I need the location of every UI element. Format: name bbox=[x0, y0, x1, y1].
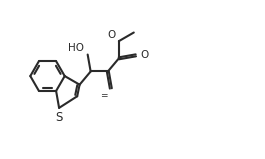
Text: =: = bbox=[100, 91, 108, 100]
Text: S: S bbox=[55, 111, 63, 124]
Text: O: O bbox=[108, 30, 116, 40]
Text: HO: HO bbox=[68, 43, 84, 53]
Text: O: O bbox=[141, 50, 149, 60]
